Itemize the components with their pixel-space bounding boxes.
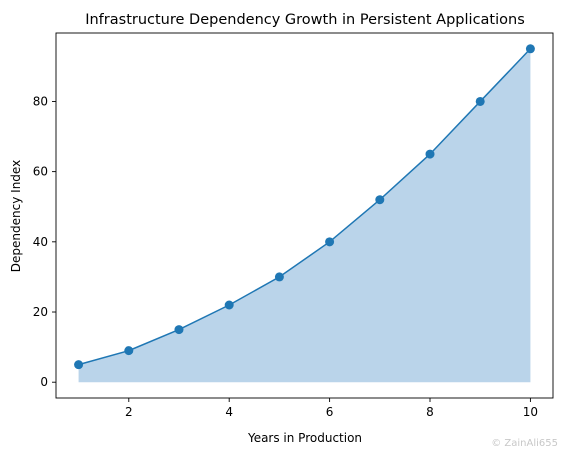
data-point <box>224 300 234 310</box>
data-point <box>425 149 435 159</box>
x-tick-label: 2 <box>125 405 133 419</box>
y-tick-label: 40 <box>33 235 48 249</box>
watermark: © ZainAli655 <box>491 438 558 449</box>
x-tick-label: 6 <box>326 405 334 419</box>
y-axis-label: Dependency Index <box>9 160 23 272</box>
area-fill <box>78 48 531 383</box>
data-point <box>124 346 134 356</box>
data-point <box>274 272 284 282</box>
x-tick-label: 10 <box>523 405 538 419</box>
area-layer <box>78 48 531 383</box>
line-layer <box>78 48 531 366</box>
data-point <box>174 325 184 335</box>
x-tick-label: 8 <box>426 405 434 419</box>
y-tick-label: 60 <box>33 165 48 179</box>
plot-frame <box>55 32 554 399</box>
data-point <box>475 96 485 106</box>
data-point <box>74 360 84 370</box>
y-tick-label: 20 <box>33 305 48 319</box>
x-tick-label: 4 <box>225 405 233 419</box>
x-axis-label: Years in Production <box>247 431 362 445</box>
chart-title: Infrastructure Dependency Growth in Pers… <box>85 12 525 28</box>
x-axis: 2 4 6 8 10 <box>125 398 538 419</box>
data-point <box>525 44 535 54</box>
y-tick-label: 0 <box>40 375 48 389</box>
points-layer <box>74 44 535 370</box>
data-point <box>325 237 335 247</box>
y-tick-label: 80 <box>33 94 48 108</box>
y-axis: 0 20 40 60 80 <box>33 94 56 389</box>
data-point <box>375 195 385 205</box>
series-line <box>78 48 531 366</box>
